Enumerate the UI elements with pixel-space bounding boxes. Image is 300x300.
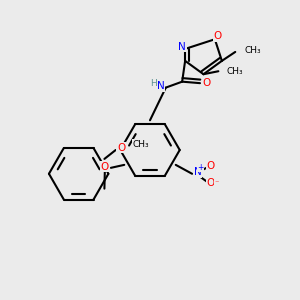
Text: CH₃: CH₃ xyxy=(132,140,149,148)
Text: N: N xyxy=(194,167,201,177)
Text: H: H xyxy=(150,79,157,88)
Text: O: O xyxy=(101,162,109,172)
Text: O: O xyxy=(206,178,214,188)
Text: N: N xyxy=(178,41,186,52)
Text: +: + xyxy=(197,163,204,172)
Text: O: O xyxy=(206,161,214,171)
Text: N: N xyxy=(157,81,164,91)
Text: ⁻: ⁻ xyxy=(214,179,219,188)
Text: O: O xyxy=(213,31,221,41)
Text: CH₃: CH₃ xyxy=(227,67,243,76)
Text: O: O xyxy=(117,142,125,153)
Text: CH₃: CH₃ xyxy=(244,46,261,55)
Text: O: O xyxy=(202,78,211,88)
